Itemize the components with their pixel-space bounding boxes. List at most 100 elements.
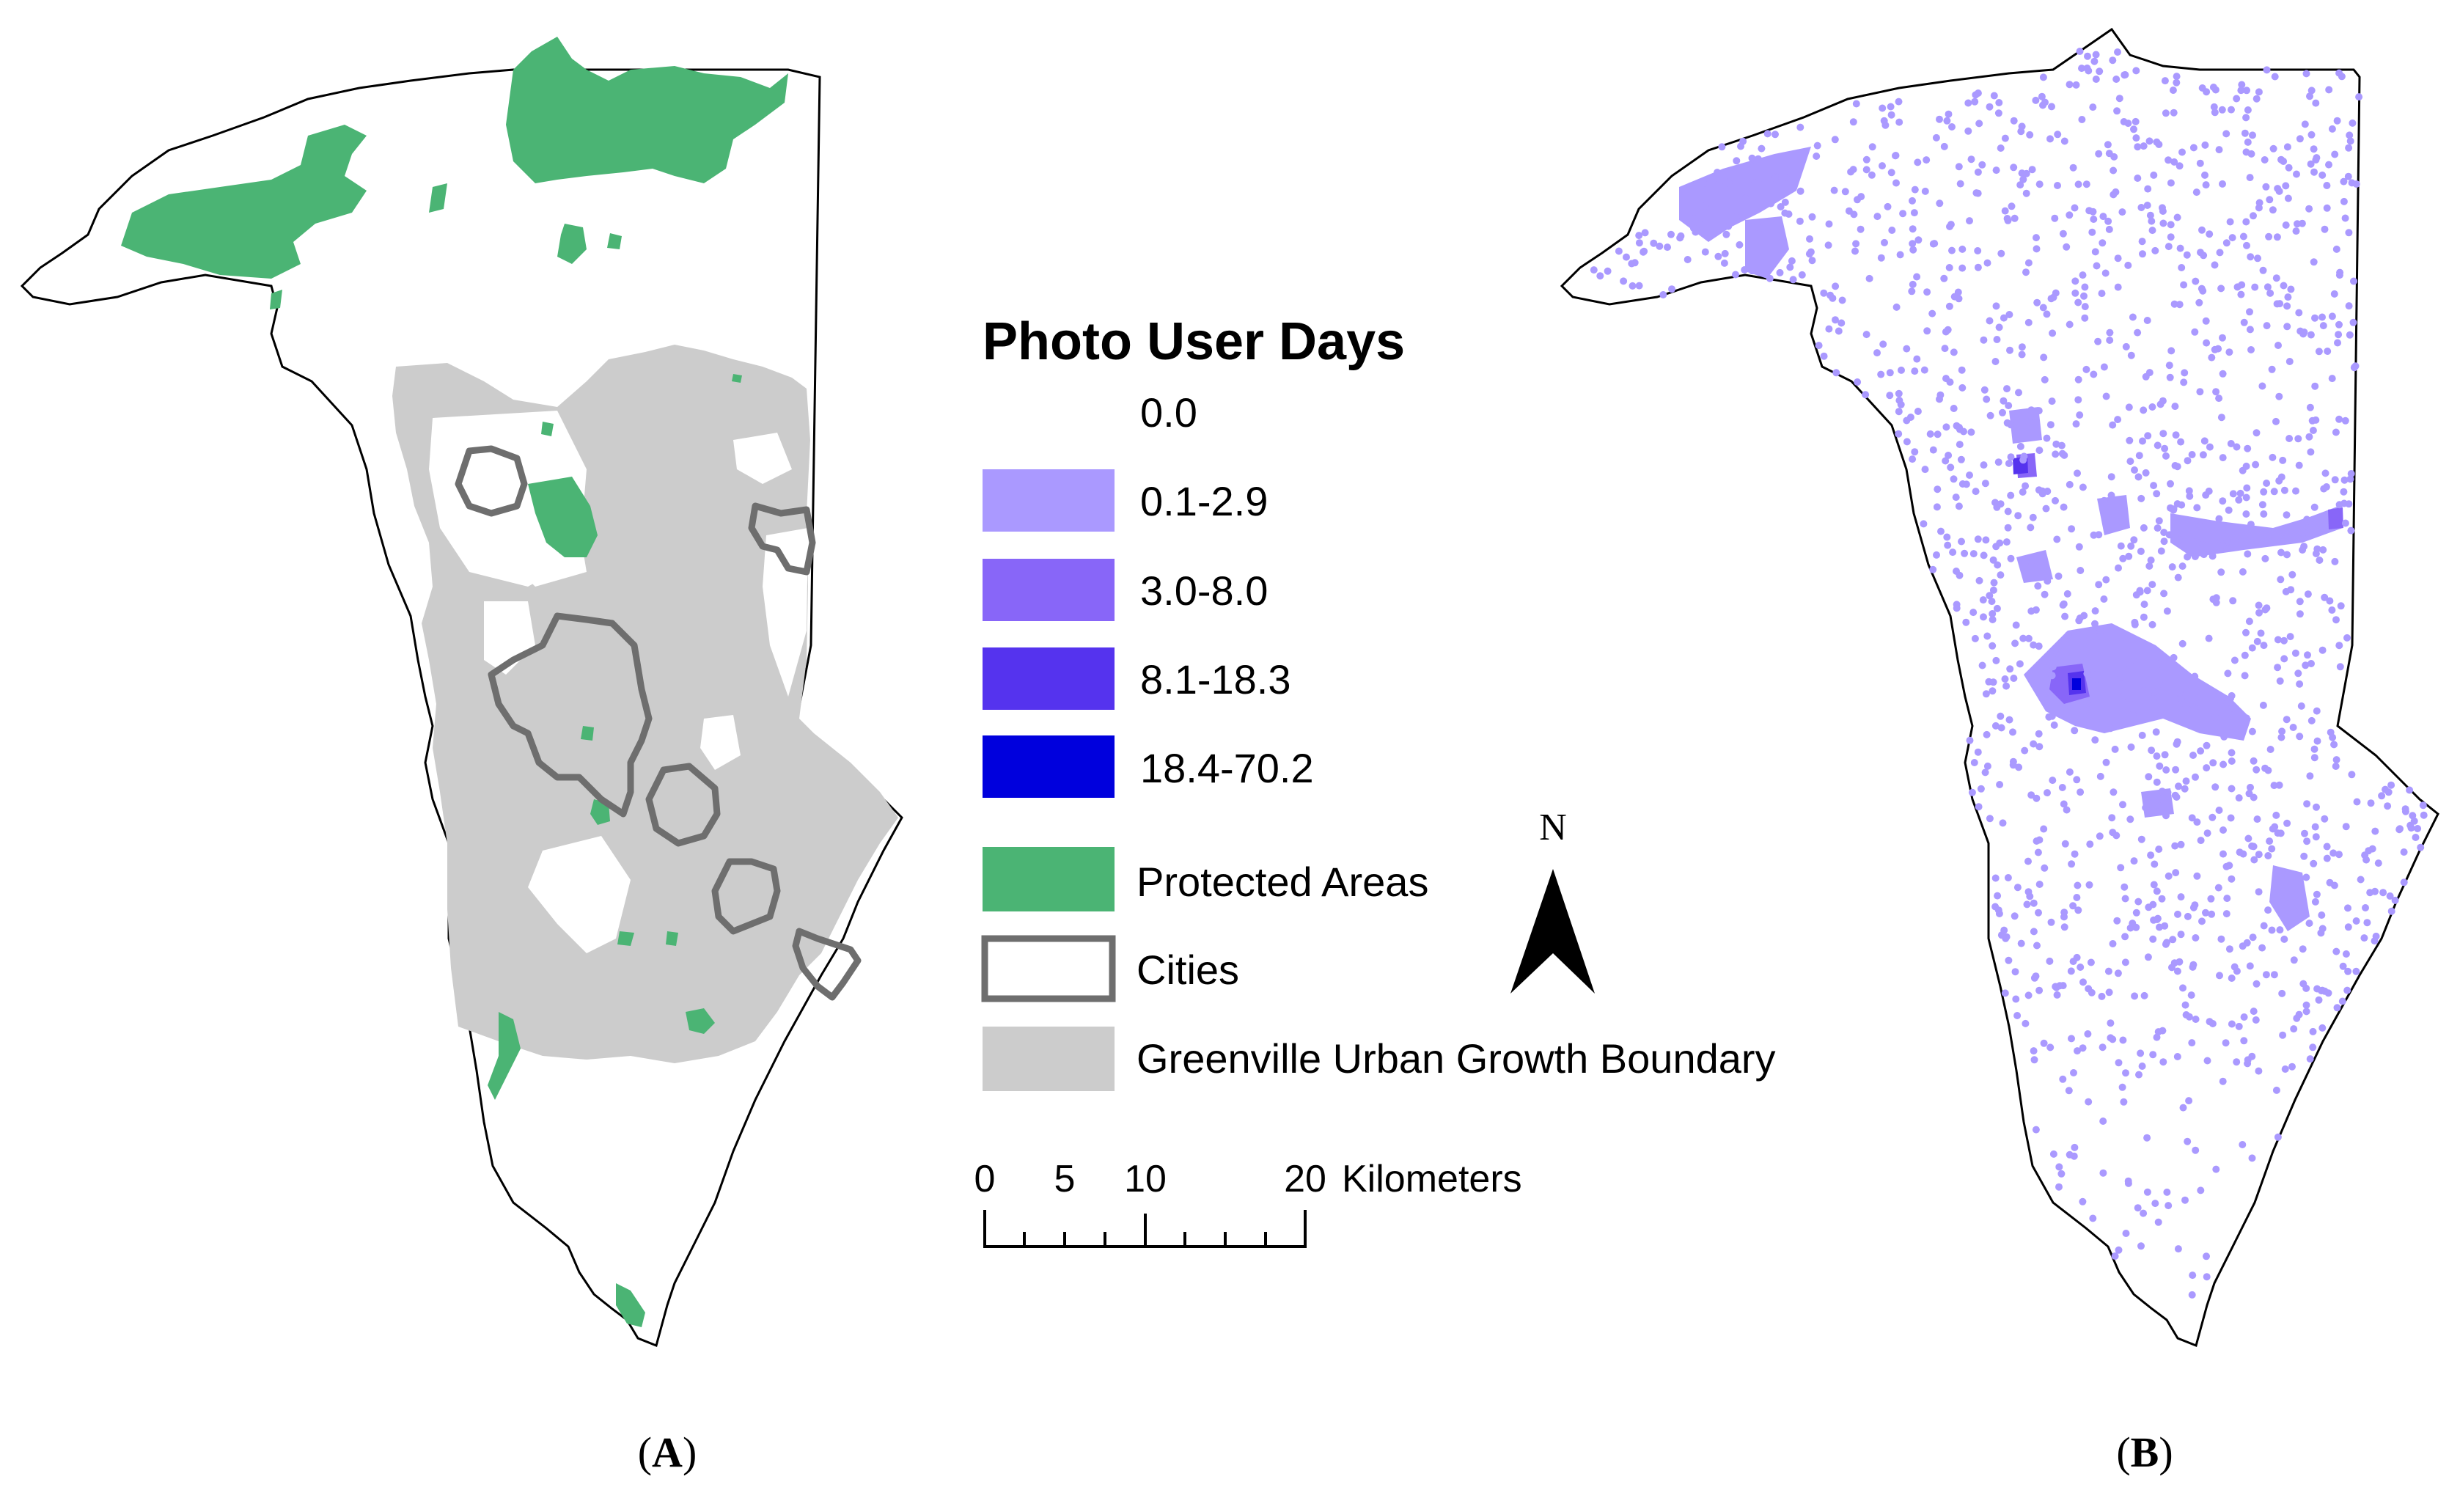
photo-point: [2272, 1086, 2280, 1094]
photo-point: [2313, 707, 2321, 715]
photo-point: [2054, 131, 2062, 139]
photo-point: [2173, 967, 2181, 975]
photo-point: [2041, 98, 2049, 106]
photo-point: [2207, 895, 2215, 903]
photo-point: [2046, 135, 2054, 143]
photo-point: [2005, 402, 2013, 410]
photo-point: [2199, 451, 2207, 459]
photo-point: [2124, 120, 2132, 128]
photo-point: [2227, 705, 2235, 712]
photo-point: [2192, 934, 2200, 942]
photo-point: [2184, 1137, 2192, 1145]
photo-point: [2229, 597, 2237, 605]
photo-point: [2209, 813, 2217, 821]
photo-point: [2048, 397, 2056, 405]
photo-point: [2255, 601, 2263, 609]
photo-point: [2321, 225, 2329, 233]
photo-point: [2044, 577, 2052, 585]
photo-point: [2300, 543, 2308, 551]
photo-point: [2084, 1030, 2092, 1038]
photo-point: [2134, 473, 2143, 481]
photo-point: [2283, 143, 2291, 151]
photo-point: [2318, 911, 2326, 919]
photo-point: [1974, 247, 1982, 254]
photo-point: [2115, 1059, 2123, 1067]
photo-point: [2027, 406, 2035, 414]
photo-point: [2140, 524, 2148, 532]
photo-point: [2003, 419, 2011, 427]
photo-point: [2032, 606, 2040, 614]
photo-point: [2148, 403, 2156, 411]
photo-point: [2041, 375, 2049, 383]
photo-point: [2261, 554, 2269, 562]
photo-point: [2120, 1098, 2128, 1106]
photo-point: [2069, 958, 2077, 966]
scale-tick-10: 10: [1124, 1158, 1167, 1200]
photo-point: [2039, 73, 2047, 81]
photo-point: [2026, 131, 2034, 139]
photo-point: [1950, 475, 1958, 483]
photo-point: [2309, 1027, 2317, 1035]
photo-point: [2340, 197, 2348, 205]
photo-point: [2247, 253, 2255, 261]
photo-point: [2212, 598, 2220, 606]
photo-point: [2030, 740, 2038, 748]
photo-point: [2030, 1056, 2038, 1064]
photo-point: [2106, 329, 2114, 337]
photo-point: [2090, 57, 2099, 65]
photo-point: [1813, 142, 1821, 150]
photo-point: [2114, 969, 2122, 977]
photo-point: [1796, 123, 1804, 131]
photo-point: [1956, 180, 1964, 188]
photo-point: [2277, 829, 2285, 837]
photo-point: [2321, 815, 2329, 823]
photo-point: [2077, 788, 2085, 796]
photo-point: [2331, 150, 2339, 158]
photo-point: [2296, 135, 2304, 143]
photo-point: [2275, 781, 2283, 789]
photo-point: [2144, 432, 2152, 440]
photo-point: [2325, 86, 2333, 94]
photo-point: [2011, 214, 2019, 222]
photo-point: [2241, 651, 2249, 659]
photo-point: [2053, 535, 2061, 543]
photo-point: [2244, 550, 2252, 558]
photo-point: [2056, 651, 2064, 659]
photo-point: [1957, 455, 1965, 463]
photo-point: [2187, 991, 2195, 999]
photo-point: [2049, 1150, 2057, 1158]
photo-point: [2024, 888, 2033, 896]
photo-point: [2165, 872, 2173, 880]
photo-point: [2159, 1058, 2167, 1066]
photo-point: [2038, 490, 2046, 498]
photo-point: [2184, 457, 2192, 465]
photo-point: [2126, 458, 2134, 466]
photo-point: [2010, 164, 2018, 172]
photo-point: [1955, 295, 1963, 303]
photo-point: [2307, 716, 2316, 724]
photo-point: [2177, 438, 2185, 446]
photo-point: [2306, 1055, 2314, 1063]
city-fountain-inn: [792, 928, 862, 1001]
photo-point: [2176, 301, 2184, 309]
photo-point: [2165, 243, 2173, 251]
photo-point: [1997, 144, 2005, 152]
photo-point: [2352, 917, 2360, 925]
photo-point: [2059, 230, 2067, 238]
photo-point: [1820, 289, 1828, 297]
photo-point: [2072, 81, 2080, 89]
photo-point: [2135, 1071, 2143, 1079]
photo-point: [2005, 311, 2013, 318]
photo-point: [1914, 158, 1922, 166]
photo-point: [2058, 784, 2066, 791]
photo-point: [1656, 242, 1664, 250]
photo-point: [2203, 829, 2211, 837]
photo-point: [2065, 1087, 2073, 1095]
photo-point: [1865, 274, 1873, 282]
photo-point: [1989, 610, 1997, 617]
photo-point: [2407, 824, 2415, 832]
photo-point: [2258, 501, 2266, 509]
photo-point: [2121, 895, 2129, 903]
photo-point: [2030, 974, 2038, 982]
photo-point: [1776, 268, 1784, 276]
